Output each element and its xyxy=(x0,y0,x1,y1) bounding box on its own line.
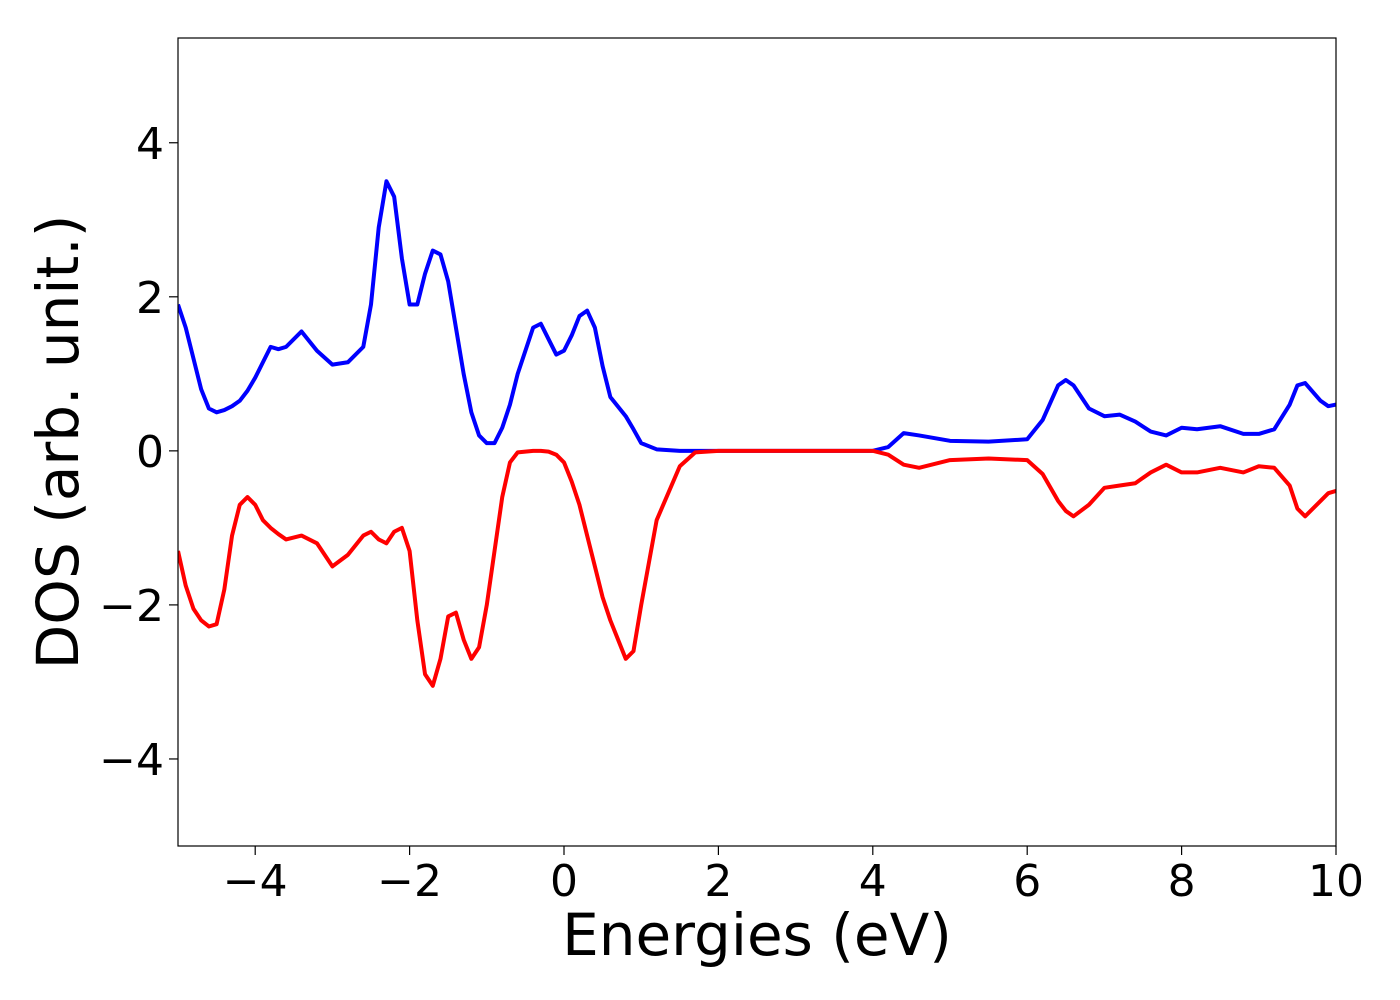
y-tick-label: 4 xyxy=(136,119,164,170)
dos-line xyxy=(178,448,1336,688)
y-tick-label: 2 xyxy=(136,273,164,324)
x-tick-label: 2 xyxy=(704,856,732,907)
axes-frame xyxy=(177,37,1337,847)
x-tick-label: −2 xyxy=(377,856,442,907)
plot-area xyxy=(178,179,1336,688)
x-tick-label: 0 xyxy=(550,856,578,907)
x-tick-label: 4 xyxy=(859,856,887,907)
x-tick-label: 6 xyxy=(1013,856,1041,907)
x-tick-label: −4 xyxy=(223,856,288,907)
y-tick-label: 0 xyxy=(136,427,164,478)
x-tick-label: 10 xyxy=(1308,856,1364,907)
y-tick-label: −4 xyxy=(99,735,164,786)
x-axis-label: Energies (eV) xyxy=(562,901,952,969)
y-axis-label: DOS (arb. unit.) xyxy=(24,215,92,670)
y-tick-label: −2 xyxy=(99,581,164,632)
dos-line xyxy=(178,179,1336,453)
x-tick-label: 8 xyxy=(1168,856,1196,907)
